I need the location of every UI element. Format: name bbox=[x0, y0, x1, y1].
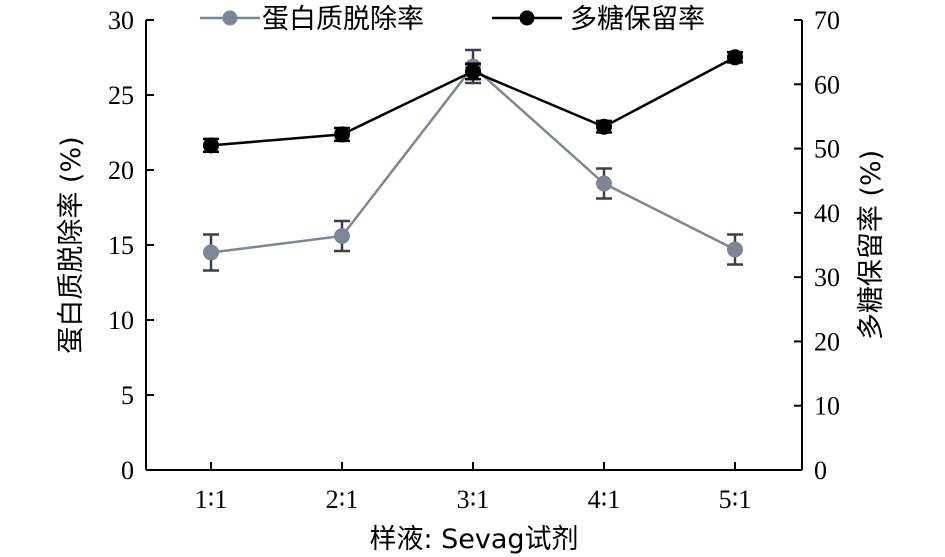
x-ticks: 1∶1 2∶1 3∶1 4∶1 5∶1 bbox=[195, 462, 752, 514]
data-point bbox=[596, 175, 612, 192]
data-point bbox=[465, 63, 481, 80]
legend-label: 多糖保留率 bbox=[570, 4, 705, 35]
x-tick-label: 3∶1 bbox=[457, 485, 490, 514]
x-axis-title: 样液: Sevag试剂 bbox=[369, 524, 578, 555]
series-1 bbox=[203, 48, 743, 272]
right-y-tick-label: 70 bbox=[814, 6, 840, 35]
data-point bbox=[203, 137, 219, 154]
left-y-tick-label: 25 bbox=[108, 81, 134, 110]
right-y-tick-label: 20 bbox=[814, 327, 840, 356]
right-y-axis-title: 多糖保留率 (%) bbox=[856, 150, 887, 340]
right-y-tick-label: 0 bbox=[814, 456, 827, 485]
right-y-tick-label: 50 bbox=[814, 135, 840, 164]
series-2 bbox=[203, 49, 743, 154]
left-y-tick-label: 10 bbox=[108, 306, 134, 335]
x-tick-label: 1∶1 bbox=[195, 485, 228, 514]
left-y-tick-label: 5 bbox=[121, 381, 134, 410]
axes bbox=[145, 20, 803, 471]
series-layer bbox=[203, 48, 743, 272]
x-tick-label: 4∶1 bbox=[588, 485, 621, 514]
data-point bbox=[596, 118, 612, 135]
data-point bbox=[334, 228, 350, 244]
right-y-tick-label: 30 bbox=[814, 263, 840, 292]
data-point bbox=[203, 244, 219, 261]
left-y-axis-title: 蛋白质脱除率 (%) bbox=[56, 136, 87, 353]
x-tick-label: 5∶1 bbox=[719, 485, 752, 514]
right-y-tick-label: 10 bbox=[814, 392, 840, 421]
right-y-tick-label: 60 bbox=[814, 70, 840, 99]
left-y-tick-label: 0 bbox=[121, 456, 134, 485]
right-y-ticks: 0 10 20 30 40 50 60 70 bbox=[794, 6, 840, 485]
legend-marker bbox=[222, 10, 238, 26]
data-point bbox=[727, 241, 743, 258]
left-y-ticks: 0 5 10 15 20 25 30 bbox=[108, 6, 154, 485]
left-y-tick-label: 30 bbox=[108, 6, 134, 35]
data-point bbox=[727, 49, 743, 66]
legend-marker bbox=[519, 10, 535, 26]
x-tick-label: 2∶1 bbox=[326, 485, 359, 514]
left-y-tick-label: 20 bbox=[108, 156, 134, 185]
legend: 蛋白质脱除率 多糖保留率 bbox=[200, 4, 705, 35]
left-y-tick-label: 15 bbox=[108, 231, 134, 260]
right-y-tick-label: 40 bbox=[814, 199, 840, 228]
legend-label: 蛋白质脱除率 bbox=[262, 4, 424, 35]
data-point bbox=[334, 126, 350, 143]
series-1-line bbox=[210, 64, 736, 254]
